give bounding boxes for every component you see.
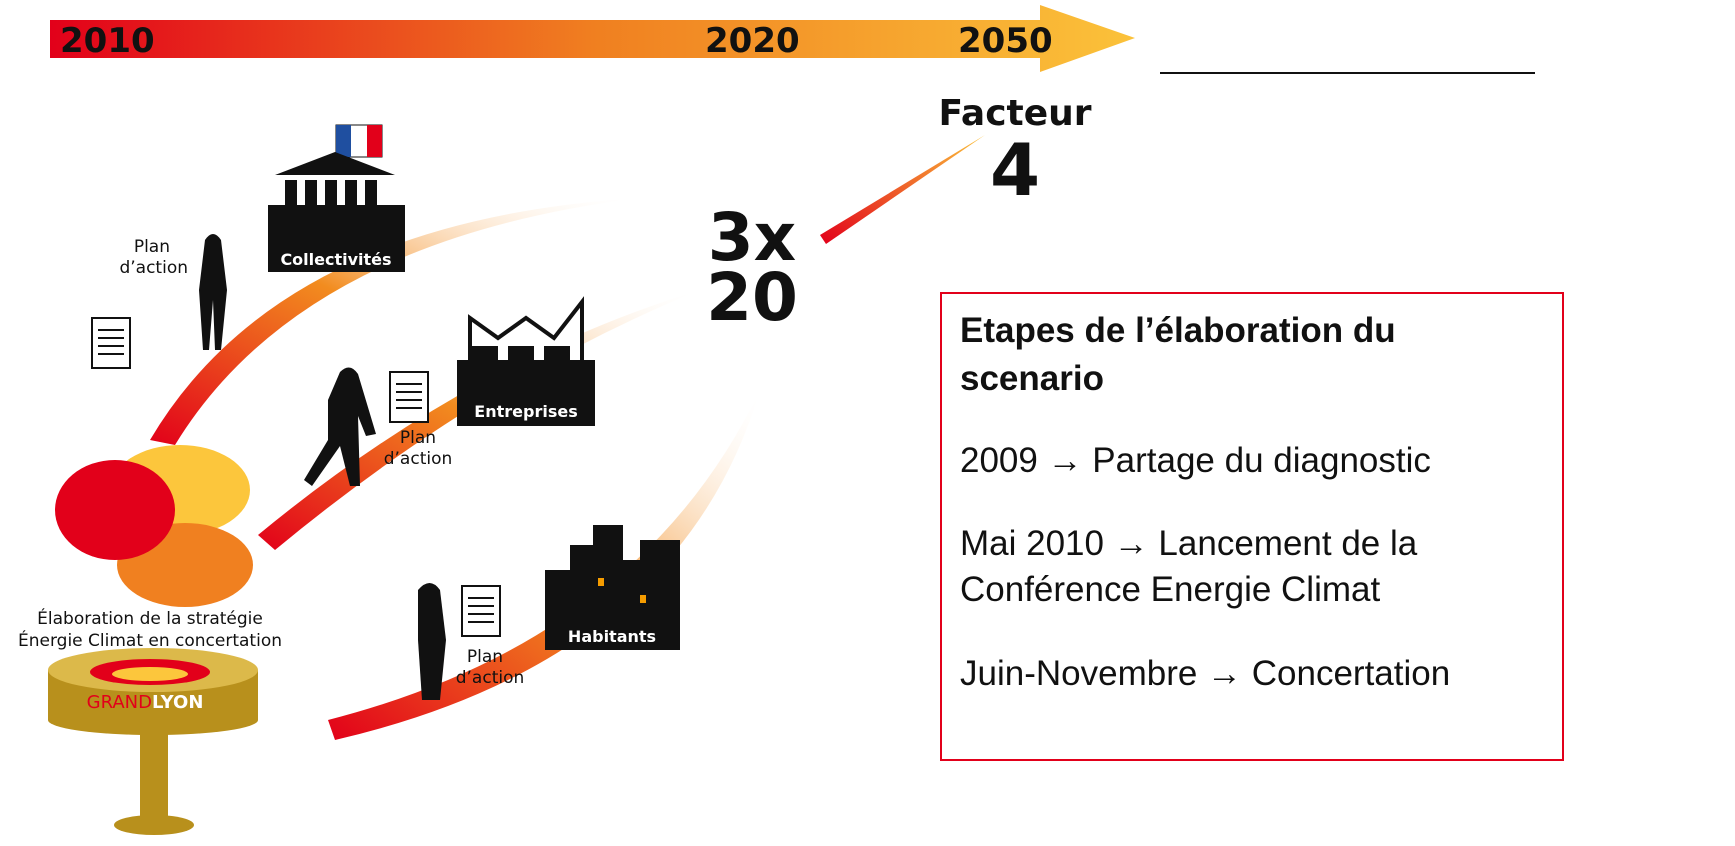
note: d’action: [384, 449, 453, 469]
buildings-icon: [545, 525, 680, 650]
person-icon: [199, 234, 227, 350]
actor-name: Habitants: [568, 627, 656, 646]
year-label: 2020: [705, 21, 800, 61]
actor-name: Collectivités: [280, 250, 391, 269]
box-title: scenario: [960, 359, 1104, 398]
actor-name: Entreprises: [474, 402, 577, 421]
note: Plan: [134, 237, 170, 257]
strategy-text: Énergie Climat en concertation: [18, 629, 282, 651]
factory-icon: [457, 296, 595, 426]
strategy-text: Élaboration de la stratégie: [37, 607, 263, 629]
swoosh: [820, 135, 985, 244]
box-item: Conférence Energie Climat: [960, 570, 1380, 609]
note: Plan: [467, 647, 503, 667]
factor-label: Facteur: [938, 93, 1091, 134]
table-icon: [48, 648, 258, 835]
note: Plan: [400, 428, 436, 448]
speech-bubbles: [55, 445, 253, 607]
goal-bottom: 20: [706, 259, 798, 336]
logo: LYON: [152, 692, 203, 713]
timeline-arrow: [50, 5, 1135, 72]
swoosh: [258, 290, 700, 550]
box-title: Etapes de l’élaboration du: [960, 311, 1396, 350]
document-icon: [389, 371, 429, 423]
year-label: 2050: [958, 21, 1053, 61]
logo: GRAND: [87, 692, 152, 713]
building-icon: [268, 124, 405, 272]
note: d’action: [456, 668, 525, 688]
note: d’action: [119, 258, 188, 278]
person-icon: [418, 583, 446, 700]
steps-box: [940, 292, 1564, 761]
document-icon: [461, 585, 501, 637]
factor-value: 4: [990, 128, 1040, 212]
goal-top: 3x: [708, 199, 797, 276]
document-icon: [91, 317, 131, 369]
person-icon: [304, 367, 376, 486]
box-item: Mai 2010 → Lancement de la: [960, 524, 1418, 563]
box-item: Juin-Novembre → Concertation: [960, 654, 1450, 693]
box-item: 2009 → Partage du diagnostic: [960, 441, 1431, 480]
year-label: 2010: [60, 21, 155, 61]
